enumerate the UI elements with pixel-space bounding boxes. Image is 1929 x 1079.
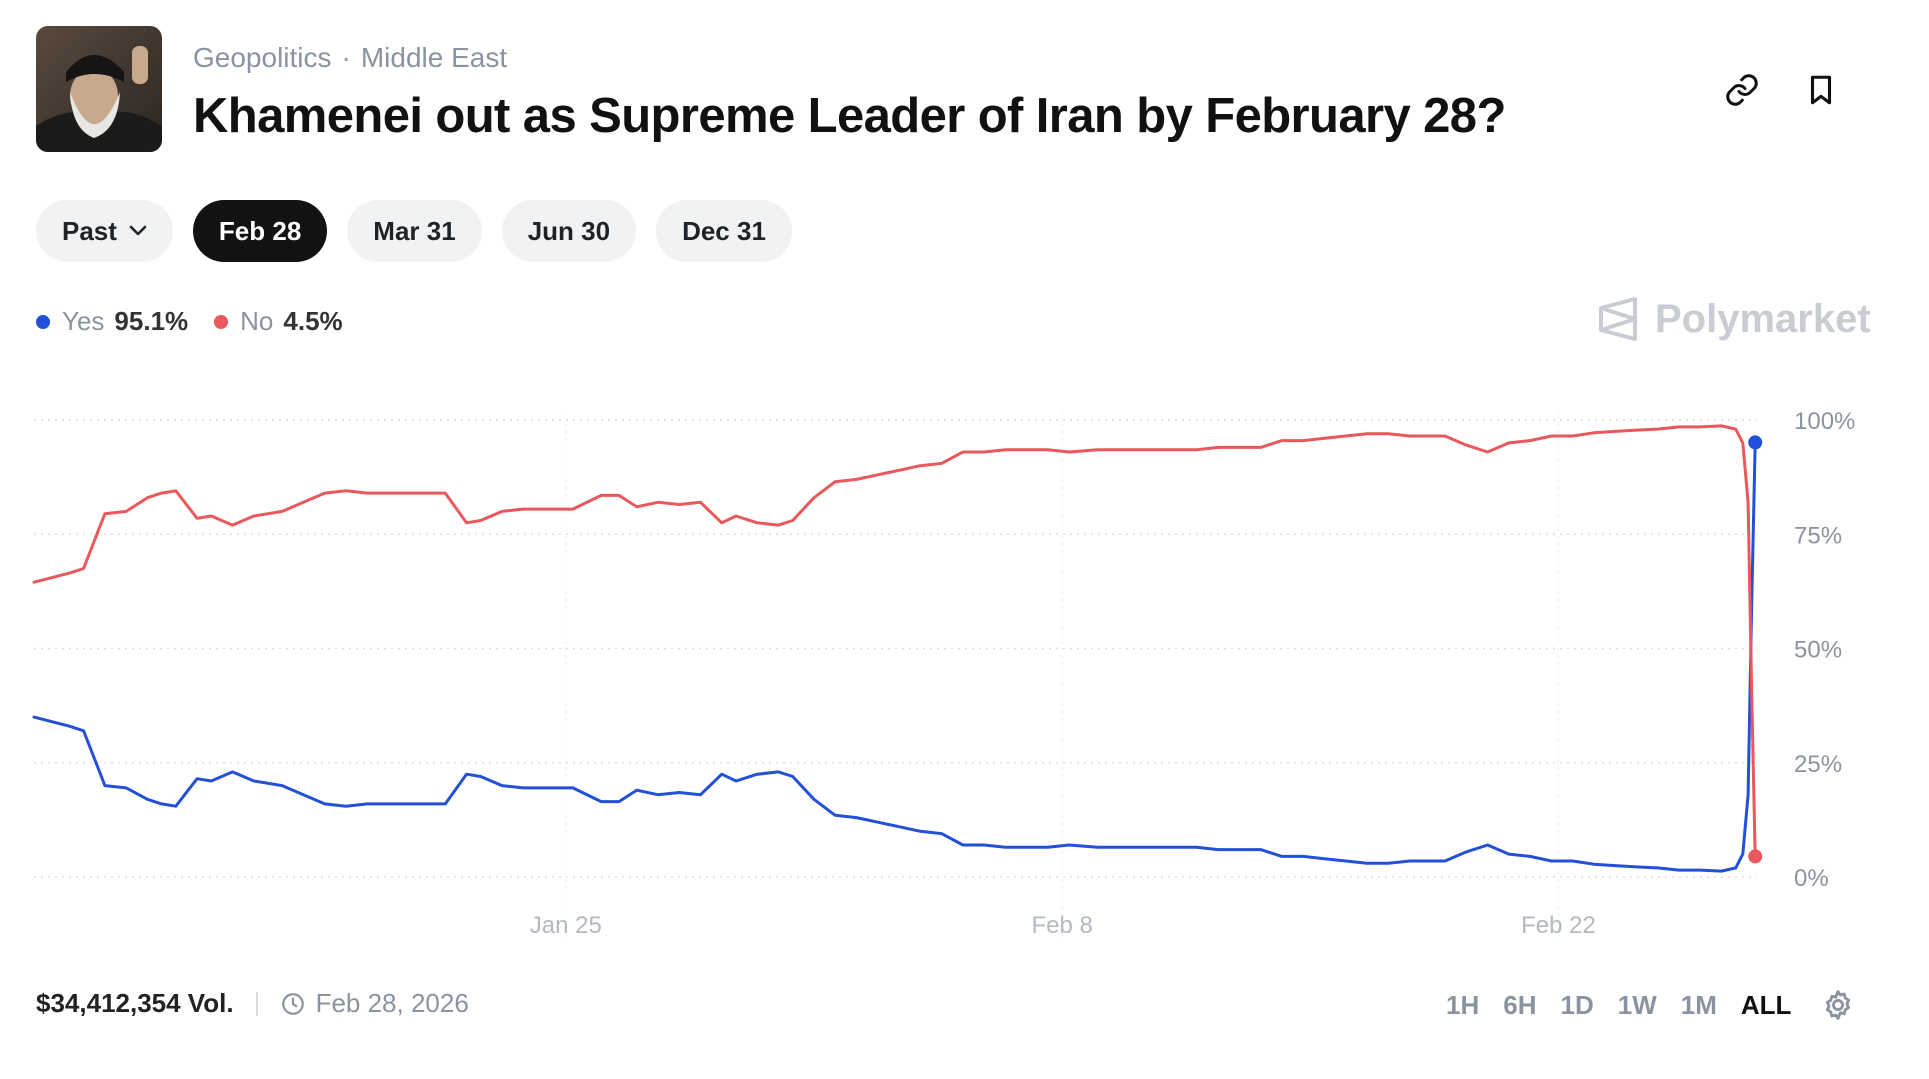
legend-yes-value: 95.1% (114, 306, 189, 336)
polymarket-watermark: Polymarket (1597, 296, 1871, 342)
volume-total: $34,412,354 Vol. (36, 988, 234, 1018)
range-6h[interactable]: 6H (1503, 989, 1537, 1020)
bookmark-icon (1810, 75, 1832, 105)
link-icon (1726, 74, 1758, 106)
legend-yes-label: Yes (62, 306, 105, 336)
y-tick-label: 75% (1794, 522, 1842, 549)
range-1m[interactable]: 1M (1680, 989, 1717, 1020)
chevron-down-icon (129, 225, 147, 236)
x-tick-label: Feb 8 (1031, 912, 1092, 939)
end-date-text: Feb 28, 2026 (315, 988, 469, 1018)
breadcrumb: Geopolitics · Middle East (193, 42, 507, 74)
legend-yes-dot (36, 314, 50, 329)
series-endpoint-no (1748, 849, 1763, 864)
date-filter-group: Past Feb 28 Mar 31 Jun 30 Dec 31 (36, 200, 792, 262)
breadcrumb-separator: · (341, 42, 351, 73)
date-pill-feb-28[interactable]: Feb 28 (192, 200, 328, 262)
settings-gear-icon[interactable] (1821, 988, 1855, 1022)
legend-no-dot (214, 314, 229, 329)
date-pill-dec-31[interactable]: Dec 31 (656, 200, 792, 262)
range-1w[interactable]: 1W (1617, 989, 1657, 1020)
page-title: Khamenei out as Supreme Leader of Iran b… (193, 89, 1506, 143)
breadcrumb-category[interactable]: Geopolitics (193, 42, 332, 73)
footer-divider (255, 991, 258, 1016)
time-range-selector: 1H 6H 1D 1W 1M ALL (1446, 988, 1855, 1022)
y-tick-label: 100% (1794, 408, 1855, 435)
portrait-image (36, 26, 162, 152)
x-tick-label: Jan 25 (530, 912, 602, 939)
range-1h[interactable]: 1H (1446, 989, 1480, 1020)
market-thumbnail (36, 26, 162, 152)
market-footer: $34,412,354 Vol. Feb 28, 2026 (36, 988, 469, 1019)
past-dropdown[interactable]: Past (36, 200, 173, 262)
clock-icon (281, 992, 304, 1015)
range-all[interactable]: ALL (1740, 989, 1792, 1020)
series-endpoint-yes (1748, 435, 1763, 450)
polymarket-logo-icon (1599, 297, 1637, 341)
range-1d[interactable]: 1D (1560, 989, 1594, 1020)
end-date: Feb 28, 2026 (280, 988, 469, 1019)
copy-link-button[interactable] (1718, 66, 1766, 114)
x-tick-label: Feb 22 (1521, 912, 1596, 939)
legend-no-label: No (240, 306, 274, 336)
chart-legend: Yes 95.1% No 4.5% (36, 306, 369, 337)
y-tick-label: 50% (1794, 637, 1842, 664)
date-pill-jun-30[interactable]: Jun 30 (501, 200, 637, 262)
series-line-yes (32, 440, 1757, 873)
price-history-chart[interactable]: 0% 25% 50% 75% 100% Jan 25 Feb 8 Feb 22 (0, 380, 1929, 980)
date-pill-mar-31[interactable]: Mar 31 (347, 200, 482, 262)
y-tick-label: 25% (1794, 751, 1842, 778)
polymarket-wordmark: Polymarket (1655, 296, 1871, 341)
bookmark-button[interactable] (1797, 66, 1845, 114)
y-tick-label: 0% (1794, 865, 1829, 892)
past-dropdown-label: Past (62, 215, 117, 246)
legend-no-value: 4.5% (283, 306, 343, 336)
breadcrumb-subcategory[interactable]: Middle East (360, 42, 508, 73)
series-line-no (32, 424, 1757, 858)
